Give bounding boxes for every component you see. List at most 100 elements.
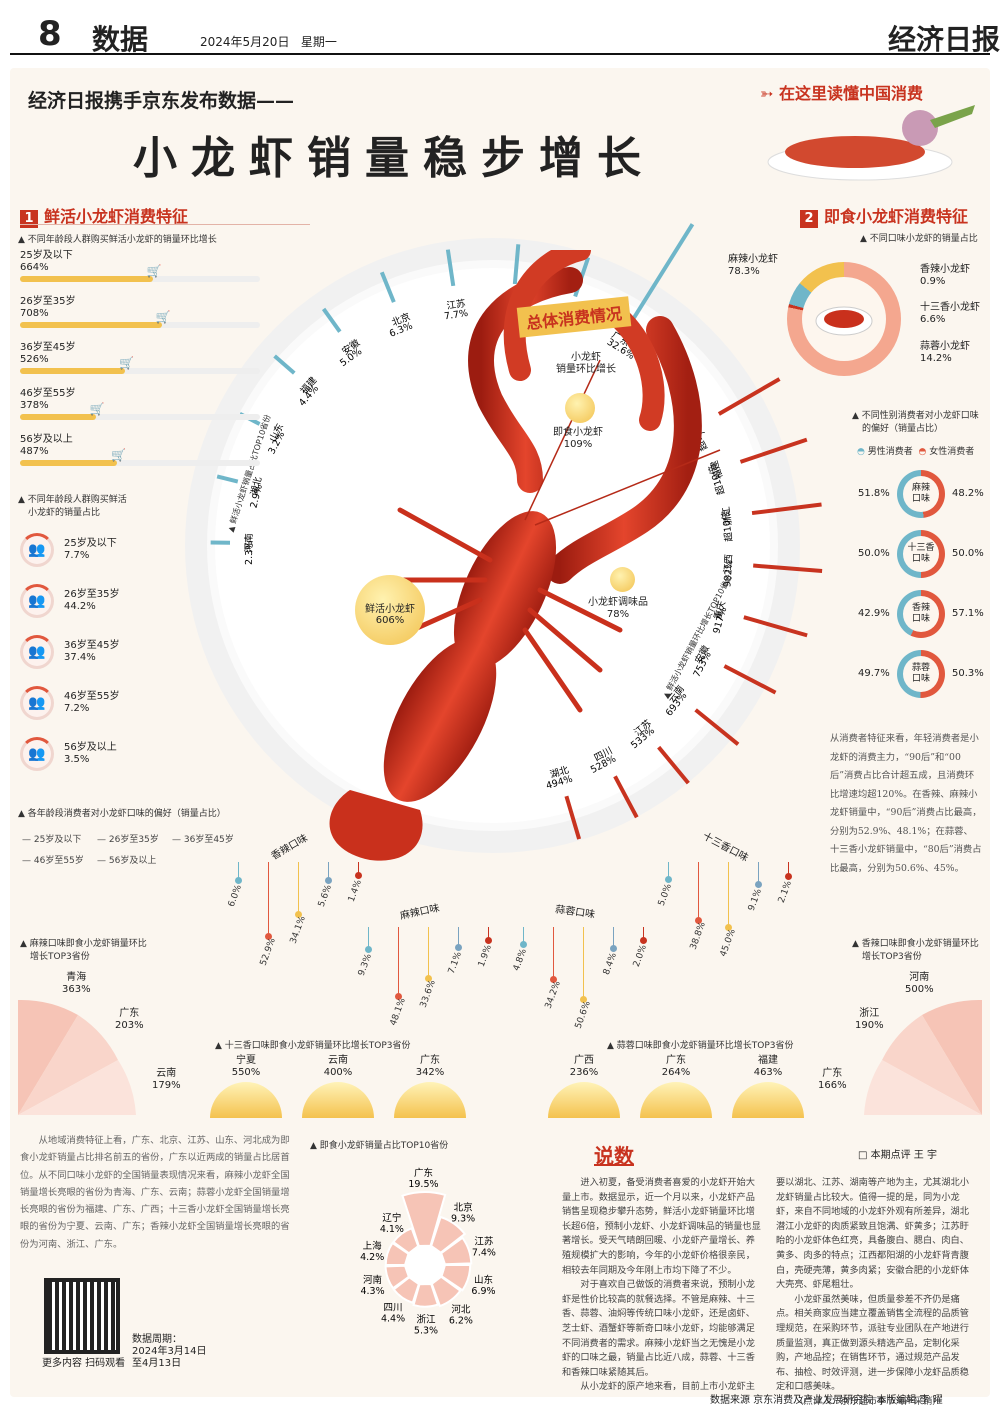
shuoshu-col1: 进入初夏，备受消费者喜爱的小龙虾开始大量上市。数据显示，近一个月以来，小龙虾产品… — [562, 1177, 761, 1393]
flavor-stem — [238, 862, 239, 880]
age-growth-label: 56岁及以上 — [20, 434, 73, 445]
semi-province: 广西 — [574, 1055, 594, 1066]
person-icon: 👥 — [20, 686, 54, 720]
semi-province: 广东 — [420, 1055, 440, 1066]
cart-icon: 🛒 — [155, 310, 171, 324]
rose-province: 北京 — [454, 1202, 473, 1214]
footer-credit: 数据来源 京东消费及产业发展研究院 本版编辑 李 曜 — [710, 1395, 943, 1406]
gender-donut: 蒜蓉 口味 — [897, 650, 945, 698]
person-icon: 👥 — [20, 737, 54, 771]
divider — [20, 224, 310, 225]
growth-province: 江西 — [723, 554, 735, 574]
suanrong-top3-title: ▲ 蒜蓉口味即食小龙虾销量环比增长TOP3省份 — [607, 1041, 794, 1051]
flavor-stem — [328, 862, 329, 879]
flavor-stem — [458, 927, 459, 946]
bubble-instant-label: 即食小龙虾 109% — [553, 427, 603, 450]
male-value: 49.7% — [858, 668, 890, 679]
age-share-label: 56岁及以上 — [64, 742, 117, 753]
share-province: 江苏 — [446, 297, 467, 312]
age-growth-label: 26岁至35岁 — [20, 296, 76, 307]
mala-top3-2: 广东 203% — [115, 1008, 144, 1031]
growth-ray — [753, 563, 823, 573]
bubble-seasoning — [610, 567, 635, 592]
flavor-mala: 麻辣小龙虾 78.3% — [728, 254, 778, 277]
growth-ray — [694, 708, 740, 746]
rose-petal — [401, 1191, 447, 1247]
age-growth-value: 708% — [20, 308, 49, 319]
gender-flavor-name: 十三香 口味 — [903, 536, 939, 572]
flavor-stem — [613, 927, 614, 948]
flavor-stem — [488, 927, 489, 940]
share-ray — [321, 307, 342, 333]
growth-value: 超10倍 — [719, 509, 735, 542]
age-share-label: 26岁至35岁 — [64, 589, 120, 600]
share-ray — [273, 354, 296, 375]
mala-top3-1: 青海 363% — [62, 972, 91, 995]
left-analysis-text: 从地域消费特征上看，广东、北京、江苏、山东、河北成为即食小龙虾销量占比排名前五的… — [20, 1135, 290, 1250]
share-ray — [379, 271, 396, 303]
instant-top10-title: ▲ 即食小龙虾销量占比TOP10省份 — [310, 1141, 449, 1151]
age-growth-label: 25岁及以下 — [20, 250, 73, 261]
person-icon: 👥 — [20, 584, 54, 618]
flavor-stem — [758, 862, 759, 883]
semi-value: 463% — [753, 1067, 783, 1078]
qr-code[interactable] — [44, 1278, 120, 1354]
flavor-dot — [640, 937, 647, 945]
flavor-dot — [455, 943, 462, 951]
flavor-dot — [580, 995, 587, 1003]
xiangla-top3-fan — [864, 999, 982, 1115]
cart-icon: 🛒 — [146, 264, 162, 278]
flavor-share-subtitle: ▲ 不同口味小龙虾的销量占比 — [860, 234, 978, 244]
rose-value: 4.1% — [380, 1224, 404, 1235]
xiangla-top3-1: 河南 500% — [905, 972, 934, 995]
age-share-label: 36岁至45岁 — [64, 640, 120, 651]
growth-ray — [751, 502, 822, 516]
data-period: 数据周期： 2024年3月14日 至4月13日 — [132, 1334, 207, 1369]
flavor-dot — [235, 877, 242, 885]
crayfish-dish-icon — [767, 105, 975, 181]
flavor-dot — [755, 880, 762, 888]
age-growth-label: 46岁至55岁 — [20, 388, 76, 399]
legend-item: — 25岁及以下 — [22, 835, 82, 845]
rose-value: 6.2% — [449, 1316, 473, 1327]
growth-province: 湖北 — [549, 765, 571, 781]
arrow-icon: ➳ — [760, 84, 779, 103]
growth-ray — [613, 775, 639, 819]
flavor-stem — [583, 927, 584, 998]
kicker: 经济日报携手京东发布数据—— — [28, 90, 295, 112]
crayfish-center-icon — [405, 1245, 445, 1285]
rose-province: 山东 — [474, 1274, 493, 1286]
legend-item: — 46岁至55岁 — [22, 856, 84, 866]
share-ray — [445, 249, 456, 287]
person-icon: 👥 — [20, 533, 54, 567]
flavor-share-donut — [787, 262, 901, 376]
female-value: 48.2% — [952, 488, 984, 499]
mala-top3-fan — [18, 999, 136, 1115]
rose-value: 4.2% — [360, 1252, 384, 1263]
age-growth-bar-track — [20, 460, 260, 466]
mala-top3-3: 云南 179% — [152, 1068, 181, 1091]
age-share-value: 7.7% — [64, 550, 90, 561]
age-growth-value: 378% — [20, 400, 49, 411]
rose-petal — [440, 1264, 472, 1292]
legend-item: — 36岁至45岁 — [172, 835, 234, 845]
flavor-xiangla: 香辣小龙虾 0.9% — [920, 264, 970, 287]
rose-province: 河北 — [451, 1304, 471, 1316]
semi-province: 云南 — [328, 1055, 348, 1066]
semi-value: 236% — [569, 1067, 599, 1078]
flavor-stem — [698, 862, 699, 919]
growth-ray — [564, 795, 582, 840]
semi-value: 342% — [415, 1067, 445, 1078]
rose-province: 四川 — [384, 1303, 403, 1314]
age-growth-subtitle: ▲ 不同年龄段人群购买鲜活小龙虾的销量环比增长 — [18, 235, 217, 245]
section-2-title: 2 即食小龙虾消费特征 — [800, 203, 968, 228]
flavor-stem — [523, 927, 524, 943]
rose-petal — [430, 1275, 462, 1308]
age-growth-value: 664% — [20, 262, 49, 273]
legend-item: — 26岁至35岁 — [97, 835, 159, 845]
semi-province: 广东 — [666, 1055, 686, 1066]
rose-petal — [384, 1241, 410, 1266]
male-value: 51.8% — [858, 488, 890, 499]
header-rule — [10, 53, 990, 55]
flavor-dot — [610, 945, 617, 953]
